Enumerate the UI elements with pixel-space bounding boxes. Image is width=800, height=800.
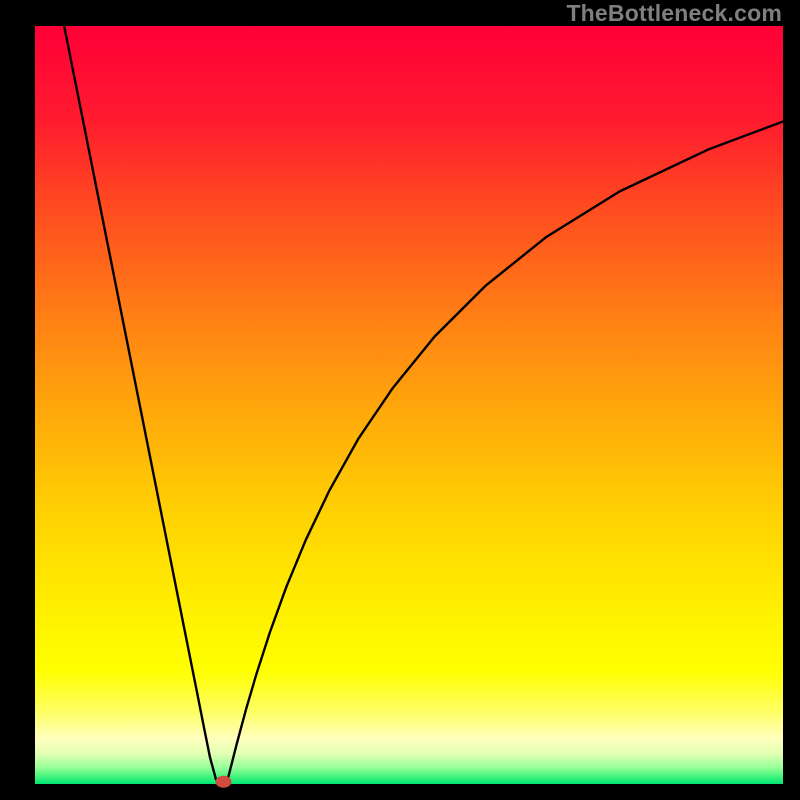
bottleneck-chart xyxy=(0,0,800,800)
watermark-label: TheBottleneck.com xyxy=(566,0,782,27)
minimum-marker xyxy=(215,776,231,788)
plot-background xyxy=(35,26,783,784)
chart-frame: TheBottleneck.com xyxy=(0,0,800,800)
